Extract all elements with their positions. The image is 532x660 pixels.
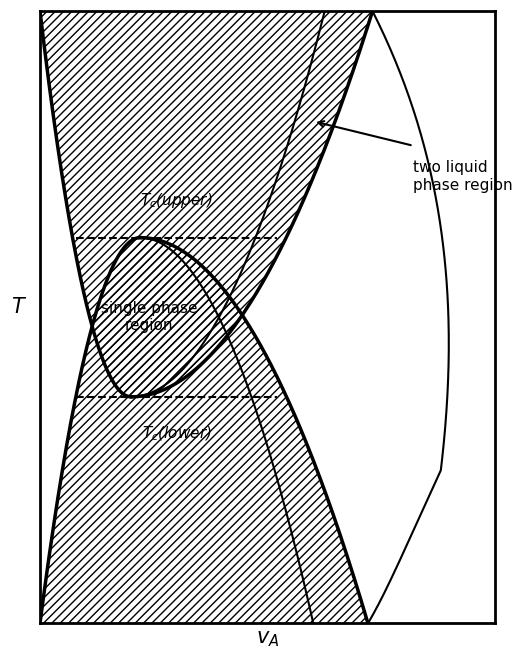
Text: $T_c$(lower): $T_c$(lower) bbox=[142, 424, 212, 443]
Text: $T_c$(upper): $T_c$(upper) bbox=[140, 191, 213, 210]
X-axis label: $v_A$: $v_A$ bbox=[256, 629, 279, 649]
Text: two liquid
phase region: two liquid phase region bbox=[413, 160, 513, 193]
Text: single phase
region: single phase region bbox=[101, 301, 197, 333]
Y-axis label: $T$: $T$ bbox=[11, 297, 27, 317]
